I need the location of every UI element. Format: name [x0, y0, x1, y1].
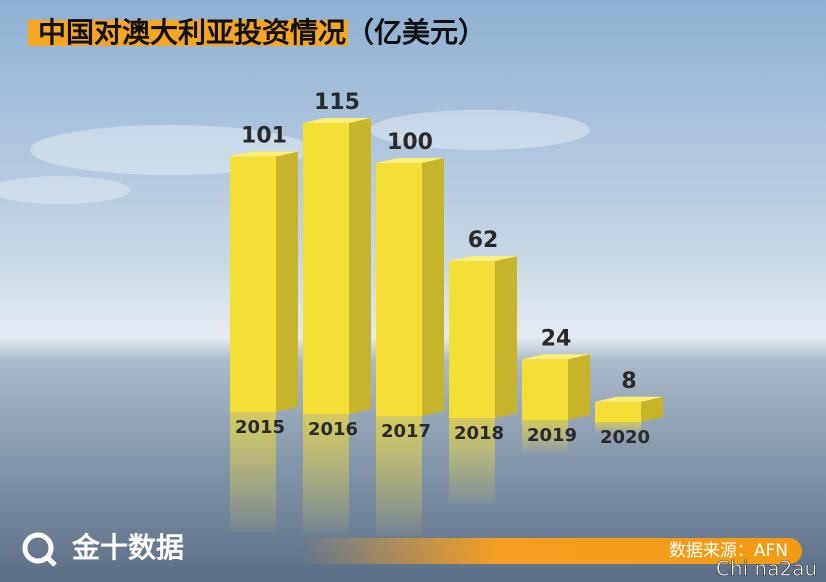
- bar: [522, 359, 568, 420]
- bars: 101 2015 115 2016 100 2017 62 2018 24 2019 8 2020: [230, 90, 663, 536]
- value-label: 8: [621, 369, 636, 394]
- value-label: 62: [468, 228, 499, 253]
- bar-reflection: [376, 416, 422, 536]
- source-pill: [300, 538, 802, 564]
- bar-side: [641, 396, 663, 422]
- cloud: [0, 176, 130, 204]
- value-label: 101: [241, 123, 287, 148]
- bar-side: [495, 256, 517, 418]
- x-tick-label: 2020: [600, 427, 650, 448]
- bar-reflection: [230, 412, 276, 532]
- title-highlight: [28, 20, 348, 46]
- bar: [230, 156, 276, 412]
- cloud: [370, 110, 590, 150]
- value-label: 100: [387, 130, 433, 155]
- bar-reflection: [303, 414, 349, 534]
- source: 数据来源：AFN: [669, 541, 788, 561]
- logo-icon: [44, 554, 57, 567]
- logo-text: 金十数据: [71, 531, 184, 564]
- bar-top: [595, 396, 663, 402]
- bar: [303, 123, 349, 415]
- watermark: Chi na2au: [716, 557, 817, 581]
- bar-top: [376, 158, 444, 163]
- x-tick-label: 2017: [381, 421, 431, 442]
- value-label: 24: [541, 326, 572, 351]
- x-tick-label: 2015: [235, 417, 285, 438]
- bar-side: [349, 118, 371, 415]
- x-tick-label: 2016: [308, 419, 358, 440]
- title: 中国对澳大利亚投资情况（亿美元）: [38, 16, 486, 49]
- x-tick-label: 2018: [454, 423, 504, 444]
- bar: [449, 261, 495, 418]
- bar: [595, 401, 641, 422]
- bar: [376, 163, 422, 416]
- bar-top: [449, 256, 517, 262]
- logo-icon: [22, 532, 54, 564]
- bar-top: [522, 354, 590, 360]
- x-tick-label: 2019: [527, 425, 577, 446]
- bar-reflection: [595, 422, 641, 434]
- bar-reflection: [449, 418, 495, 505]
- bar-top: [230, 151, 298, 157]
- bar-side: [422, 158, 444, 416]
- value-label: 115: [314, 90, 360, 115]
- bar-reflection: [522, 420, 568, 454]
- bar-side: [276, 151, 298, 412]
- bar-top: [303, 118, 371, 124]
- bar-side: [568, 354, 590, 420]
